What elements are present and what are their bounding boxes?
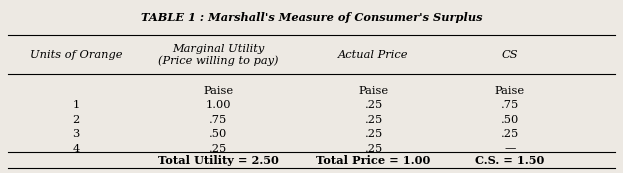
- Text: .25: .25: [209, 144, 227, 154]
- Text: Total Utility = 2.50: Total Utility = 2.50: [158, 155, 279, 166]
- Text: .25: .25: [364, 144, 383, 154]
- Text: 3: 3: [72, 129, 80, 139]
- Text: 4: 4: [72, 144, 80, 154]
- Text: 1.00: 1.00: [206, 100, 231, 110]
- Text: .25: .25: [501, 129, 519, 139]
- Text: .25: .25: [364, 115, 383, 125]
- Text: Paise: Paise: [203, 86, 234, 96]
- Text: .25: .25: [364, 100, 383, 110]
- Text: CS: CS: [502, 50, 518, 60]
- Text: 1: 1: [72, 100, 80, 110]
- Text: —: —: [504, 144, 516, 154]
- Text: Marginal Utility
(Price willing to pay): Marginal Utility (Price willing to pay): [158, 44, 278, 66]
- Text: TABLE 1 : Marshall's Measure of Consumer's Surplus: TABLE 1 : Marshall's Measure of Consumer…: [141, 12, 482, 24]
- Text: Actual Price: Actual Price: [338, 50, 409, 60]
- Text: Total Price = 1.00: Total Price = 1.00: [316, 155, 430, 166]
- Text: Paise: Paise: [358, 86, 389, 96]
- Text: Paise: Paise: [495, 86, 525, 96]
- Text: .25: .25: [364, 129, 383, 139]
- Text: 2: 2: [72, 115, 80, 125]
- Text: Units of Orange: Units of Orange: [29, 50, 122, 60]
- Text: .75: .75: [501, 100, 519, 110]
- Text: .50: .50: [501, 115, 519, 125]
- Text: .50: .50: [209, 129, 227, 139]
- Text: .75: .75: [209, 115, 227, 125]
- Text: C.S. = 1.50: C.S. = 1.50: [475, 155, 545, 166]
